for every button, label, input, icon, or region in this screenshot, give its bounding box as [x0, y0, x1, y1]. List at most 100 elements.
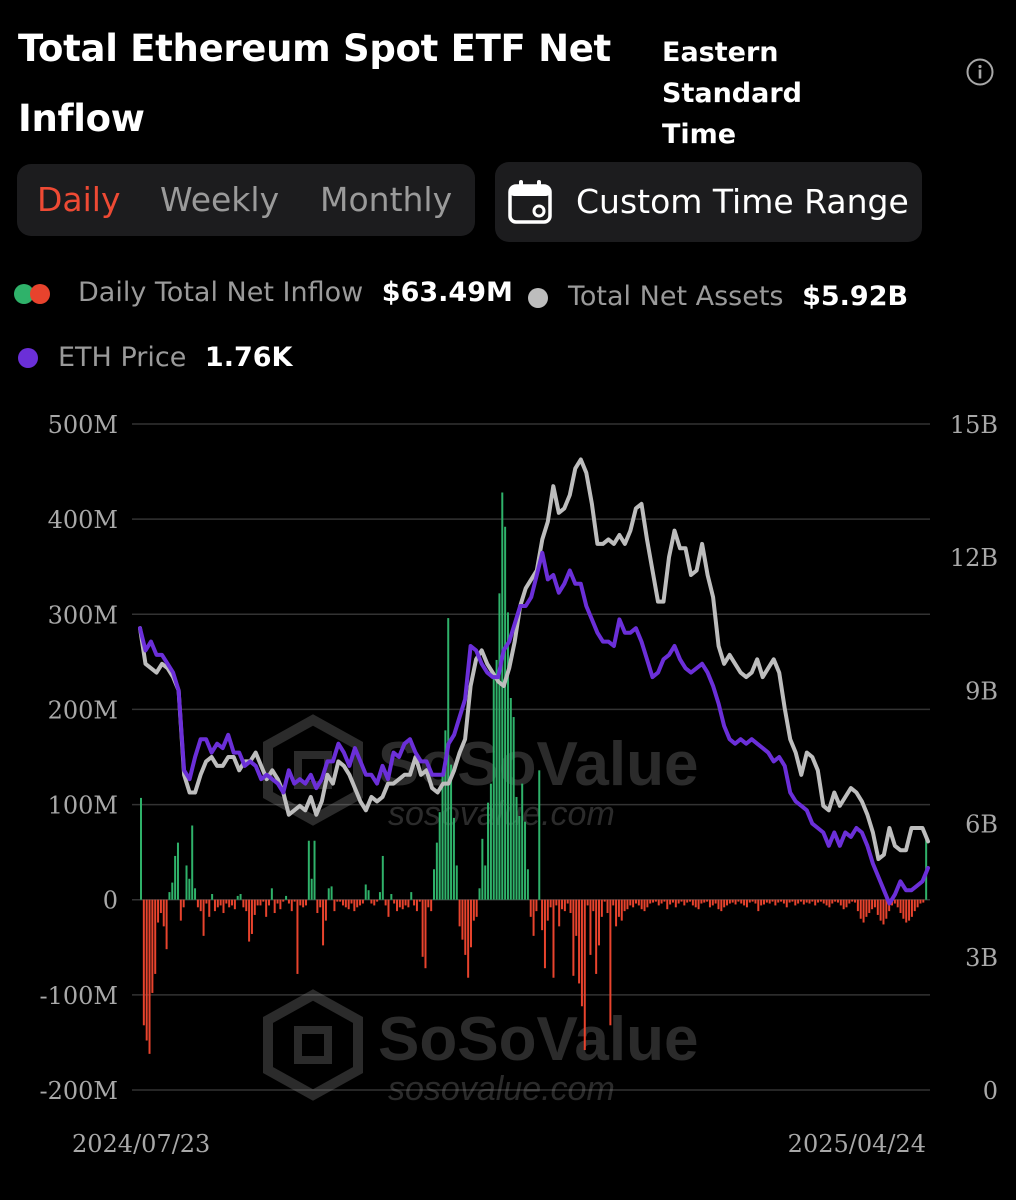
inflow-bar-negative: [282, 899, 285, 902]
title-line-1: Total Ethereum Spot ETF Net: [18, 27, 611, 70]
inflow-bar-positive: [447, 618, 450, 900]
inflow-bar-negative: [774, 899, 777, 906]
inflow-bar-negative: [157, 899, 160, 923]
right-tick-label: 0: [983, 1077, 998, 1105]
interval-tabs: Daily Weekly Monthly: [17, 164, 475, 236]
inflow-bar-negative: [640, 899, 643, 910]
timezone-line-1: Eastern Standard: [662, 37, 802, 109]
inflow-bar-negative: [575, 899, 578, 936]
inflow-bar-negative: [225, 899, 228, 904]
inflow-bar-negative: [415, 899, 418, 912]
inflow-bar-negative: [569, 899, 572, 914]
right-tick-label: 9B: [965, 677, 998, 705]
inflow-bar-negative: [629, 899, 632, 906]
inflow-bar-positive: [492, 678, 495, 900]
inflow-bar-negative: [398, 899, 401, 908]
inflow-bar-negative: [472, 899, 475, 921]
inflow-bar-negative: [748, 899, 751, 903]
inflow-bar-negative: [543, 899, 546, 969]
inflow-bar-negative: [686, 899, 689, 903]
inflow-bar-negative: [475, 899, 478, 917]
inflow-bar-negative: [791, 899, 794, 902]
inflow-bar-positive: [176, 842, 179, 900]
inflow-bar-negative: [609, 899, 612, 1026]
inflow-bar-positive: [367, 890, 370, 900]
inflow-bar-positive: [512, 717, 515, 900]
inflow-bar-negative: [910, 899, 913, 917]
inflow-bar-positive: [188, 878, 191, 900]
inflow-bar-positive: [390, 894, 393, 900]
inflow-bar-negative: [253, 899, 256, 915]
inflow-bar-negative: [145, 899, 148, 1041]
legend-assets-value: $5.92B: [802, 281, 909, 312]
inflow-bar-negative: [814, 899, 817, 906]
inflow-bar-negative: [159, 899, 162, 914]
inflow-bar-negative: [404, 899, 407, 906]
inflow-bar-negative: [546, 899, 549, 921]
inflow-bar-negative: [265, 899, 268, 917]
inflow-bar-positive: [307, 840, 310, 900]
inflow-bar-positive: [381, 855, 384, 900]
inflow-bar-negative: [802, 899, 805, 905]
inflow-bar-negative: [740, 899, 743, 904]
inflow-bar-negative: [154, 899, 157, 974]
inflow-bar-negative: [248, 899, 251, 942]
inflow-bar-negative: [856, 899, 859, 912]
inflow-bar-negative: [652, 899, 655, 903]
left-tick-label: 300M: [48, 601, 118, 629]
inflow-bar-negative: [885, 899, 888, 919]
inflow-bar-negative: [196, 899, 199, 908]
inflow-bar-positive: [330, 886, 333, 900]
inflow-bar-negative: [848, 899, 851, 904]
x-start-label: 2024/07/23: [72, 1130, 210, 1158]
inflow-bar-positive: [364, 884, 367, 900]
inflow-bar-negative: [663, 899, 666, 902]
inflow-bar-positive: [211, 894, 214, 900]
inflow-bar-negative: [788, 899, 791, 903]
inflow-bar-positive: [140, 797, 142, 900]
info-circle-icon[interactable]: [966, 58, 994, 86]
inflow-bar-negative: [529, 899, 532, 917]
inflow-bar-negative: [356, 899, 359, 908]
inflow-bar-negative: [535, 899, 538, 912]
inflow-bar-negative: [660, 899, 663, 904]
inflow-bar-negative: [430, 899, 433, 912]
timezone-label[interactable]: Eastern Standard Time: [662, 32, 922, 155]
tab-monthly[interactable]: Monthly: [320, 180, 453, 219]
custom-time-range-button[interactable]: Custom Time Range: [495, 162, 922, 242]
inflow-bar-negative: [817, 899, 820, 903]
inflow-bar-negative: [834, 899, 837, 902]
inflow-bar-positive: [310, 878, 313, 900]
left-tick-label: 200M: [48, 696, 118, 724]
legend-price: ETH Price 1.76K: [58, 338, 292, 378]
inflow-bar-negative: [347, 899, 350, 910]
inflow-bar-negative: [213, 899, 216, 912]
page-title: Total Ethereum Spot ETF Net Inflow: [18, 14, 618, 154]
inflow-bar-negative: [626, 899, 629, 910]
inflow-bar-positive: [168, 892, 171, 900]
inflow-bar-negative: [603, 899, 606, 902]
inflow-bar-negative: [305, 899, 307, 906]
inflow-bar-positive: [450, 764, 453, 900]
inflow-bar-positive: [521, 783, 524, 900]
inflow-bar-negative: [782, 899, 785, 904]
tab-daily[interactable]: Daily: [37, 180, 121, 219]
inflow-bar-negative: [859, 899, 862, 919]
legend-price-value: 1.76K: [204, 342, 293, 373]
inflow-bar-negative: [555, 899, 558, 906]
inflow-bar-negative: [373, 899, 376, 906]
inflow-bar-negative: [583, 899, 586, 1051]
right-tick-label: 15B: [950, 411, 998, 439]
left-tick-label: -100M: [40, 982, 119, 1010]
inflow-bar-negative: [822, 899, 825, 904]
inflow-bar-positive: [171, 882, 174, 900]
title-line-2: Inflow: [18, 97, 145, 140]
inflow-bar-negative: [572, 899, 575, 976]
inflow-bar-negative: [868, 899, 871, 914]
inflow-bar-negative: [703, 899, 706, 903]
inflow-bar-negative: [290, 899, 293, 912]
inflow-bar-negative: [879, 899, 882, 921]
inflow-bar-negative: [697, 899, 700, 910]
inflow-bar-negative: [228, 899, 231, 908]
tab-weekly[interactable]: Weekly: [160, 180, 280, 219]
